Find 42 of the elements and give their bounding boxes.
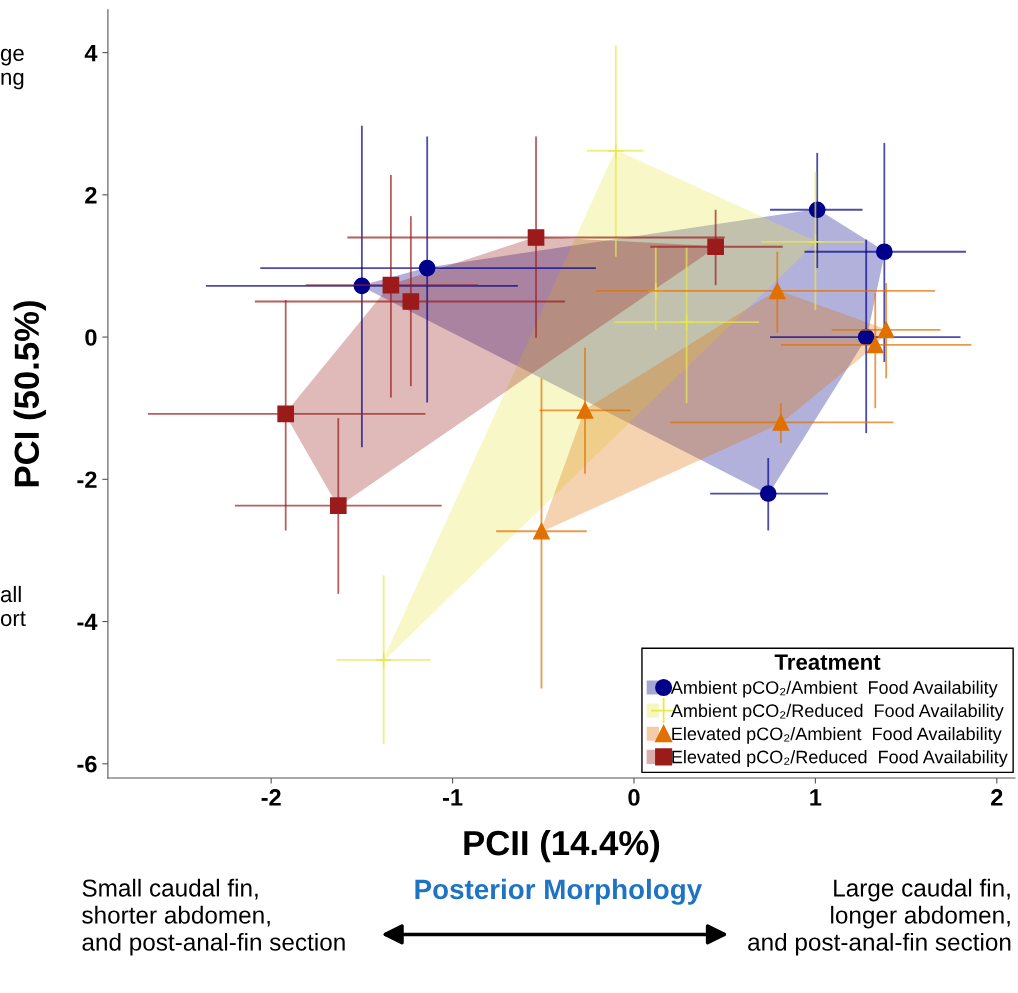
point <box>402 293 420 310</box>
point <box>759 485 777 502</box>
point <box>527 229 545 246</box>
y-axis-title: PCI (50.5%) <box>13 301 46 487</box>
legend-label: Elevated pCO₂/Reduced Food Availability <box>672 750 1008 767</box>
x-axis-title: PCII (14.4%) <box>464 829 660 863</box>
y-tick-label: -4 <box>77 613 98 631</box>
text: Large caudal fin, longer abdomen, and post-anal-fin section <box>748 878 1011 956</box>
x-tick-label: -1 <box>443 789 463 806</box>
point <box>768 282 786 300</box>
point <box>707 238 724 256</box>
x-tick-label: 1 <box>810 789 822 806</box>
y-tick-label: -2 <box>77 471 97 488</box>
point <box>678 313 695 331</box>
legend-title: Treatment <box>774 654 881 670</box>
point <box>866 336 884 354</box>
legend-label: Ambient pCO₂/Ambient Food Availability <box>670 680 998 698</box>
point <box>772 414 790 431</box>
text: all ort <box>0 585 26 627</box>
point <box>418 259 436 277</box>
point <box>875 243 893 261</box>
y-tick-label: 4 <box>84 44 98 62</box>
y-tick-label: 2 <box>85 186 97 204</box>
text: Small caudal fin, shorter abdomen, and post-anal-fin section <box>82 878 345 956</box>
point <box>329 497 347 514</box>
point <box>375 651 392 669</box>
point <box>576 401 594 419</box>
text: Posterior Morphology <box>415 878 703 905</box>
y-tick-label: 0 <box>85 329 97 346</box>
y-tick-label: -6 <box>77 755 97 773</box>
point <box>382 276 400 294</box>
point <box>277 405 295 423</box>
x-tick-label: 2 <box>991 789 1003 806</box>
point <box>877 321 895 339</box>
point <box>533 522 550 540</box>
legend-label: Elevated pCO₂/Ambient Food Availability <box>672 726 1002 744</box>
point <box>807 233 824 251</box>
point <box>607 142 625 160</box>
legend-label: Ambient pCO₂/Reduced Food Availability <box>670 703 1004 721</box>
x-tick-label: 0 <box>628 789 640 806</box>
x-tick-label: -2 <box>261 789 281 806</box>
text: ge ng <box>0 48 24 90</box>
